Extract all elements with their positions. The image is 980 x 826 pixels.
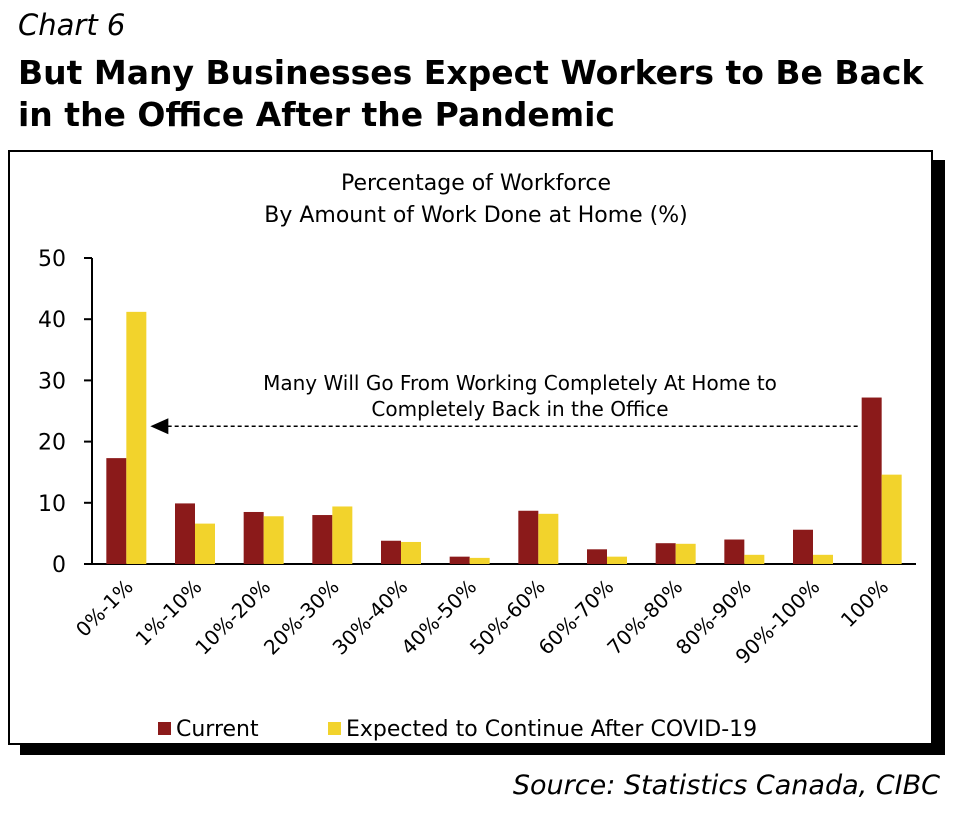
chart-frame: Percentage of Workforce By Amount of Wor… [8, 150, 933, 745]
bar-expected [195, 523, 215, 564]
x-tick-label: 0%-1% [71, 575, 138, 642]
bar-current [449, 556, 470, 564]
bar-expected [469, 557, 490, 564]
bar-current [724, 539, 745, 564]
bar-current [175, 503, 195, 564]
bar-current [518, 510, 539, 564]
bar-expected [744, 554, 765, 564]
bar-current [106, 458, 127, 564]
y-tick-label: 30 [38, 369, 66, 394]
y-tick-label: 20 [38, 431, 66, 456]
chart-number-label: Chart 6 [18, 8, 126, 42]
bar-current [381, 540, 401, 564]
bar-current [243, 511, 264, 564]
annotation-arrow [150, 418, 858, 435]
bar-expected [881, 474, 902, 564]
bar-current [312, 515, 333, 564]
legend-label-current: Current [176, 717, 259, 742]
bar-current [861, 397, 882, 564]
x-label-group: 0%-1%1%-10%10%-20%20%-30%30%-40%40%-50%5… [71, 575, 893, 669]
bar-expected [401, 541, 421, 564]
bar-expected [675, 543, 696, 564]
bar-expected [813, 554, 833, 564]
legend: Current Expected to Continue After COVID… [158, 717, 757, 742]
bar-current [587, 549, 607, 564]
y-tick-label: 10 [38, 492, 66, 517]
bar-expected [126, 311, 147, 564]
bar-expected [332, 506, 353, 564]
bar-expected [263, 516, 284, 564]
annotation-line-1: Many Will Go From Working Completely At … [263, 371, 777, 395]
bar-current [793, 529, 813, 564]
legend-swatch-current [158, 722, 171, 735]
y-tick-group: 0 10 20 30 40 50 [38, 247, 92, 578]
chart-title-line-1: Percentage of Workforce [341, 171, 611, 196]
x-tick-label: 100% [836, 575, 893, 632]
y-tick-label: 50 [38, 247, 66, 272]
legend-label-expected: Expected to Continue After COVID-19 [346, 717, 757, 742]
bar-current [655, 543, 676, 564]
bar-expected [607, 556, 627, 564]
annotation-arrowhead [150, 418, 169, 435]
bar-expected [538, 513, 559, 564]
annotation-line-2: Completely Back in the Office [371, 397, 668, 421]
y-tick-label: 0 [52, 553, 66, 578]
chart-headline: But Many Businesses Expect Workers to Be… [18, 53, 924, 134]
bar-group [106, 311, 902, 564]
source-note: Source: Statistics Canada, CIBC [512, 770, 940, 801]
legend-swatch-expected [328, 722, 341, 735]
chart-svg: Percentage of Workforce By Amount of Wor… [38, 171, 916, 742]
y-tick-label: 40 [38, 308, 66, 333]
chart-title-line-2: By Amount of Work Done at Home (%) [264, 203, 687, 228]
